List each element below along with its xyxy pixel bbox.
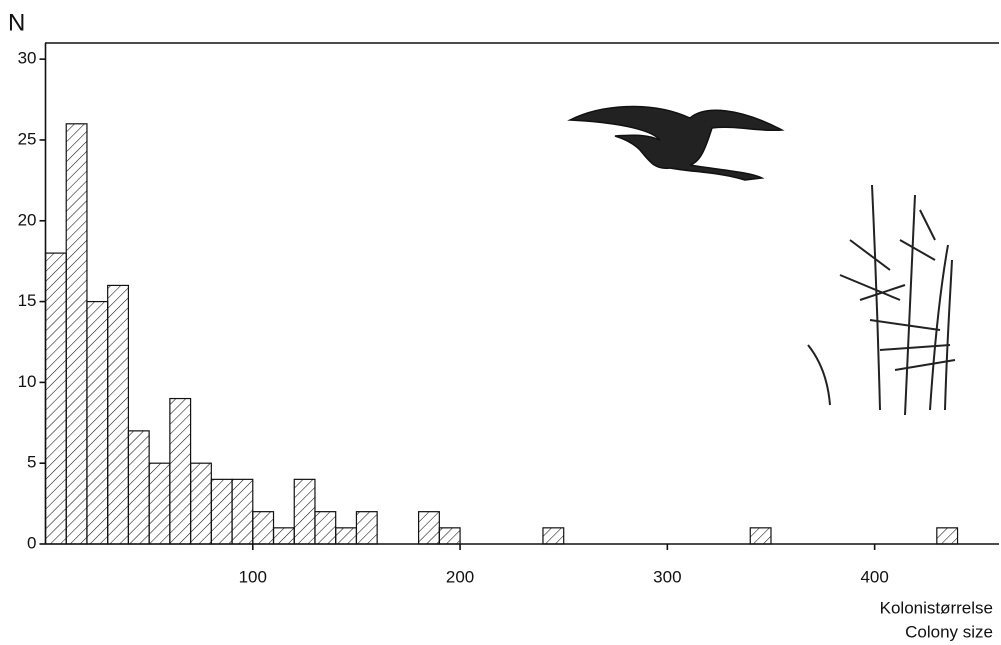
y-tick-label: 25 [18,129,37,148]
bar [936,527,959,545]
bar [314,511,337,545]
bar [127,430,150,545]
bar [252,511,275,545]
bar [335,527,358,545]
bar [231,478,254,545]
x-axis-label: Kolonistørrelse [880,598,993,617]
bar [293,478,316,545]
x-tick-label: 400 [860,567,888,586]
x-axis-label-english: Colony size [905,622,993,641]
bar [210,478,233,545]
bar [542,527,565,545]
bar [44,252,67,545]
bar [355,511,378,545]
bar [169,397,192,545]
y-tick-label: 20 [18,210,37,229]
reeds-illustration [807,184,956,416]
y-axis-label: N [8,9,25,36]
bar [272,527,295,545]
y-tick-label: 10 [18,372,37,391]
bar [107,284,130,545]
y-tick-label: 5 [27,453,36,472]
bar [749,527,772,545]
y-tick-label: 15 [18,291,37,310]
bar [65,123,88,545]
bar [189,462,212,545]
x-tick-label: 200 [446,567,474,586]
bar [86,300,109,545]
x-tick-label: 100 [239,567,267,586]
heron-illustration [567,105,785,181]
bar [438,527,461,545]
y-tick-label: 30 [18,49,37,68]
bar [418,511,440,545]
y-tick-label: 0 [27,533,36,552]
x-tick-label: 300 [653,567,681,586]
bar [148,462,171,545]
